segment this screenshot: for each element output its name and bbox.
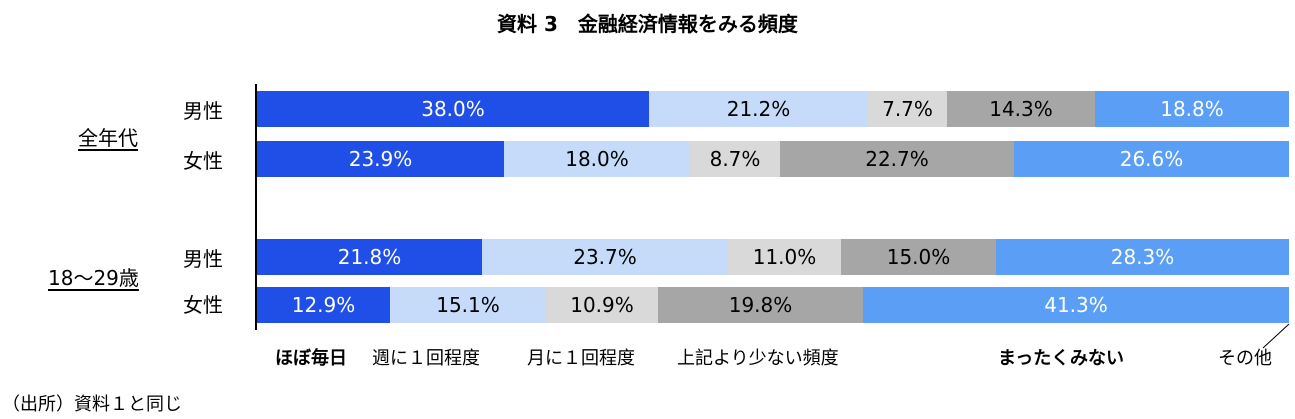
segment-never: 18.8% <box>1095 91 1289 127</box>
segment-weekly: 15.1% <box>390 287 546 323</box>
segment-monthly: 8.7% <box>690 141 780 177</box>
segment-value-label: 8.7% <box>709 147 761 171</box>
segment-value-label: 11.0% <box>752 245 817 269</box>
source-note: （出所）資料１と同じ <box>2 394 182 415</box>
row-label-all-male: 男性 <box>183 99 223 123</box>
group-label-18-29: 18〜29歳 <box>48 266 139 290</box>
bar-young-female: 12.9% 15.1% 10.9% 19.8% 41.3% <box>257 287 1289 323</box>
segment-value-label: 19.8% <box>728 293 793 317</box>
segment-never: 28.3% <box>996 239 1289 275</box>
segment-weekly: 18.0% <box>504 141 690 177</box>
segment-value-label: 38.0% <box>421 97 485 121</box>
row-label-all-female: 女性 <box>183 149 223 173</box>
category-axis-line <box>255 84 257 330</box>
segment-weekly: 23.7% <box>482 239 728 275</box>
segment-never: 41.3% <box>863 287 1289 323</box>
row-label-young-male: 男性 <box>183 247 223 271</box>
segment-value-label: 23.9% <box>348 147 413 171</box>
segment-daily: 21.8% <box>257 239 482 275</box>
segment-value-label: 15.0% <box>886 245 951 269</box>
row-label-young-female: 女性 <box>183 293 223 317</box>
segment-value-label: 15.1% <box>436 293 500 317</box>
chart-title: 資料 3 金融経済情報をみる頻度 <box>497 12 798 36</box>
segment-daily: 38.0% <box>257 91 649 127</box>
bar-all-male: 38.0% 21.2% 7.7% 14.3% 18.8% <box>257 91 1289 127</box>
segment-value-label: 21.8% <box>337 245 402 269</box>
segment-monthly: 11.0% <box>728 239 841 275</box>
segment-value-label: 18.8% <box>1160 97 1224 121</box>
legend-item-monthly: 月に１回程度 <box>527 348 635 369</box>
segment-value-label: 18.0% <box>565 147 629 171</box>
segment-value-label: 21.2% <box>726 97 791 121</box>
segment-monthly: 7.7% <box>868 91 947 127</box>
segment-less: 15.0% <box>841 239 996 275</box>
legend-item-less: 上記より少ない頻度 <box>677 348 839 369</box>
bar-young-male: 21.8% 23.7% 11.0% 15.0% 28.3% <box>257 239 1289 275</box>
segment-value-label: 26.6% <box>1119 147 1184 171</box>
segment-never: 26.6% <box>1014 141 1289 177</box>
segment-less: 14.3% <box>947 91 1095 127</box>
segment-daily: 12.9% <box>257 287 390 323</box>
segment-weekly: 21.2% <box>649 91 868 127</box>
segment-value-label: 41.3% <box>1044 293 1108 317</box>
segment-value-label: 7.7% <box>882 97 933 121</box>
segment-less: 19.8% <box>658 287 863 323</box>
legend-item-daily: ほぼ毎日 <box>275 348 347 369</box>
bar-all-female: 23.9% 18.0% 8.7% 22.7% 26.6% <box>257 141 1289 177</box>
segment-daily: 23.9% <box>257 141 504 177</box>
segment-value-label: 28.3% <box>1110 245 1175 269</box>
segment-value-label: 23.7% <box>573 245 637 269</box>
group-label-all-ages: 全年代 <box>78 126 138 150</box>
legend-item-never: まったくみない <box>998 348 1124 369</box>
segment-value-label: 14.3% <box>989 97 1053 121</box>
legend-item-other: その他 <box>1218 348 1272 369</box>
segment-value-label: 22.7% <box>865 147 929 171</box>
other-leader-line <box>1262 323 1290 349</box>
segment-less: 22.7% <box>780 141 1014 177</box>
segment-monthly: 10.9% <box>546 287 658 323</box>
segment-value-label: 10.9% <box>570 293 634 317</box>
legend-item-weekly: 週に１回程度 <box>372 348 480 369</box>
segment-value-label: 12.9% <box>291 293 356 317</box>
